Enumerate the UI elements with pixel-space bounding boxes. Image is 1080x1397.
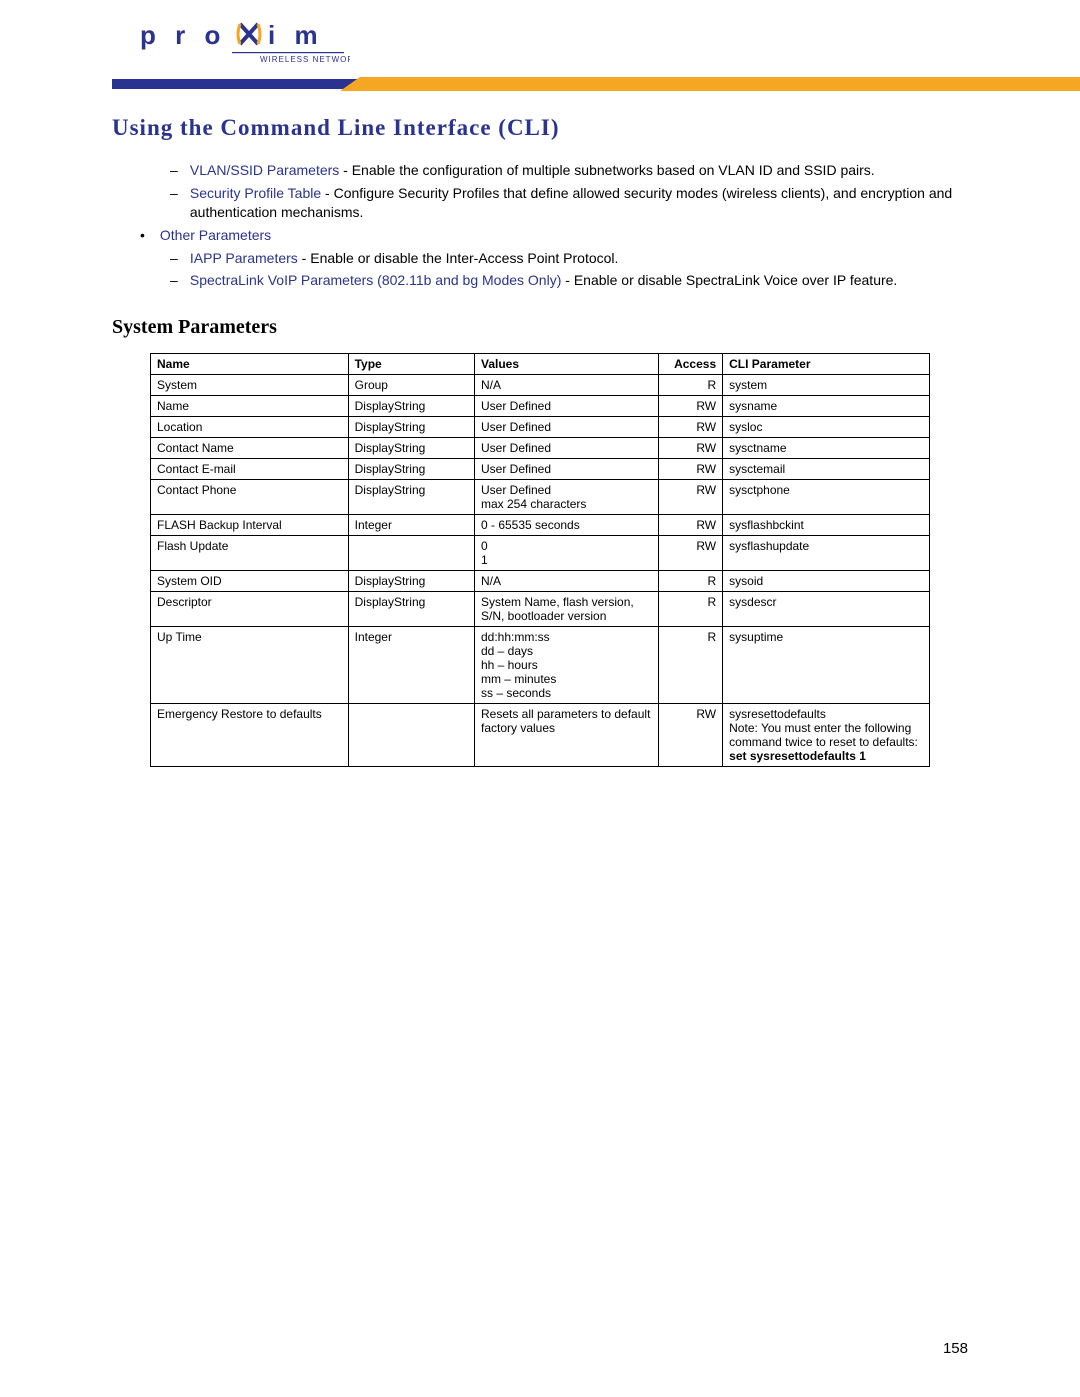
- svg-text:p r o: p r o: [140, 20, 226, 50]
- cell-cli: sysresettodefaultsNote: You must enter t…: [723, 704, 930, 767]
- cell-type: Integer: [348, 627, 474, 704]
- cell-cli: sysflashupdate: [723, 536, 930, 571]
- th-type: Type: [348, 354, 474, 375]
- table-row: Contact PhoneDisplayStringUser Definedma…: [151, 480, 930, 515]
- cell-cli: sysctphone: [723, 480, 930, 515]
- link-iapp[interactable]: IAPP Parameters: [190, 250, 298, 266]
- cell-type: Integer: [348, 515, 474, 536]
- system-parameters-table: Name Type Values Access CLI Parameter Sy…: [150, 353, 930, 767]
- cell-access: RW: [658, 459, 722, 480]
- cell-access: RW: [658, 417, 722, 438]
- cell-name: Location: [151, 417, 349, 438]
- cell-name: Flash Update: [151, 536, 349, 571]
- cell-type: DisplayString: [348, 417, 474, 438]
- link-other-params[interactable]: Other Parameters: [160, 227, 271, 243]
- table-row: System OIDDisplayStringN/ARsysoid: [151, 571, 930, 592]
- cell-name: Contact E-mail: [151, 459, 349, 480]
- cell-values: N/A: [474, 375, 658, 396]
- svg-text:i m: i m: [268, 20, 324, 50]
- page-number: 158: [943, 1340, 968, 1357]
- table-row: Contact E-mailDisplayStringUser DefinedR…: [151, 459, 930, 480]
- cell-values: User Defined: [474, 417, 658, 438]
- cell-cli: system: [723, 375, 930, 396]
- cell-access: RW: [658, 480, 722, 515]
- cell-type: DisplayString: [348, 459, 474, 480]
- cell-type: Group: [348, 375, 474, 396]
- th-name: Name: [151, 354, 349, 375]
- cell-access: RW: [658, 396, 722, 417]
- svg-text:WIRELESS NETWORKS: WIRELESS NETWORKS: [260, 55, 350, 64]
- text-spectralink: - Enable or disable SpectraLink Voice ov…: [561, 272, 897, 288]
- cell-values: dd:hh:mm:ssdd – dayshh – hoursmm – minut…: [474, 627, 658, 704]
- table-row: FLASH Backup IntervalInteger0 - 65535 se…: [151, 515, 930, 536]
- cell-cli: sysflashbckint: [723, 515, 930, 536]
- cell-values: Resets all parameters to default factory…: [474, 704, 658, 767]
- cell-name: Up Time: [151, 627, 349, 704]
- table-row: Contact NameDisplayStringUser DefinedRWs…: [151, 438, 930, 459]
- table-row: Emergency Restore to defaults Resets all …: [151, 704, 930, 767]
- th-values: Values: [474, 354, 658, 375]
- cell-cli: sysloc: [723, 417, 930, 438]
- table-row: Flash Update 01RWsysflashupdate: [151, 536, 930, 571]
- cell-values: User Defined: [474, 396, 658, 417]
- link-vlan-ssid[interactable]: VLAN/SSID Parameters: [190, 162, 339, 178]
- intro-bullets: – VLAN/SSID Parameters - Enable the conf…: [112, 161, 968, 290]
- cell-values: User Defined: [474, 438, 658, 459]
- cell-access: R: [658, 592, 722, 627]
- cell-name: Emergency Restore to defaults: [151, 704, 349, 767]
- cell-cli: sysctname: [723, 438, 930, 459]
- cell-name: FLASH Backup Interval: [151, 515, 349, 536]
- cell-values: 01: [474, 536, 658, 571]
- cell-values: System Name, flash version, S/N, bootloa…: [474, 592, 658, 627]
- cell-cli: sysname: [723, 396, 930, 417]
- cell-name: System OID: [151, 571, 349, 592]
- cell-cli: sysuptime: [723, 627, 930, 704]
- table-row: NameDisplayStringUser DefinedRWsysname: [151, 396, 930, 417]
- header-rule: [0, 79, 1080, 93]
- cell-type: DisplayString: [348, 480, 474, 515]
- cell-access: RW: [658, 515, 722, 536]
- cell-name: Descriptor: [151, 592, 349, 627]
- th-access: Access: [658, 354, 722, 375]
- table-header-row: Name Type Values Access CLI Parameter: [151, 354, 930, 375]
- cell-access: R: [658, 375, 722, 396]
- cell-values: 0 - 65535 seconds: [474, 515, 658, 536]
- cell-access: RW: [658, 438, 722, 459]
- cell-type: DisplayString: [348, 571, 474, 592]
- table-row: LocationDisplayStringUser DefinedRWsyslo…: [151, 417, 930, 438]
- section-title: System Parameters: [112, 316, 968, 339]
- table-row: Up TimeIntegerdd:hh:mm:ssdd – dayshh – h…: [151, 627, 930, 704]
- text-iapp: - Enable or disable the Inter-Access Poi…: [298, 250, 619, 266]
- cell-cli: sysdescr: [723, 592, 930, 627]
- cell-access: RW: [658, 536, 722, 571]
- page-title: Using the Command Line Interface (CLI): [112, 115, 968, 141]
- link-spectralink[interactable]: SpectraLink VoIP Parameters (802.11b and…: [190, 272, 561, 288]
- cell-values: User Definedmax 254 characters: [474, 480, 658, 515]
- cell-cli: sysctemail: [723, 459, 930, 480]
- cell-access: R: [658, 627, 722, 704]
- cell-name: Contact Name: [151, 438, 349, 459]
- cell-type: DisplayString: [348, 592, 474, 627]
- cell-access: RW: [658, 704, 722, 767]
- cell-type: DisplayString: [348, 396, 474, 417]
- cell-values: User Defined: [474, 459, 658, 480]
- table-row: DescriptorDisplayStringSystem Name, flas…: [151, 592, 930, 627]
- cell-name: System: [151, 375, 349, 396]
- cell-type: DisplayString: [348, 438, 474, 459]
- th-cli: CLI Parameter: [723, 354, 930, 375]
- table-row: SystemGroupN/ARsystem: [151, 375, 930, 396]
- cell-cli: sysoid: [723, 571, 930, 592]
- cell-access: R: [658, 571, 722, 592]
- cell-type: [348, 536, 474, 571]
- text-vlan-ssid: - Enable the configuration of multiple s…: [339, 162, 874, 178]
- cell-name: Contact Phone: [151, 480, 349, 515]
- cell-values: N/A: [474, 571, 658, 592]
- brand-logo: p r o i m WIRELESS NETWORKS: [0, 18, 1080, 71]
- cell-type: [348, 704, 474, 767]
- cell-name: Name: [151, 396, 349, 417]
- link-security-profile[interactable]: Security Profile Table: [190, 185, 321, 201]
